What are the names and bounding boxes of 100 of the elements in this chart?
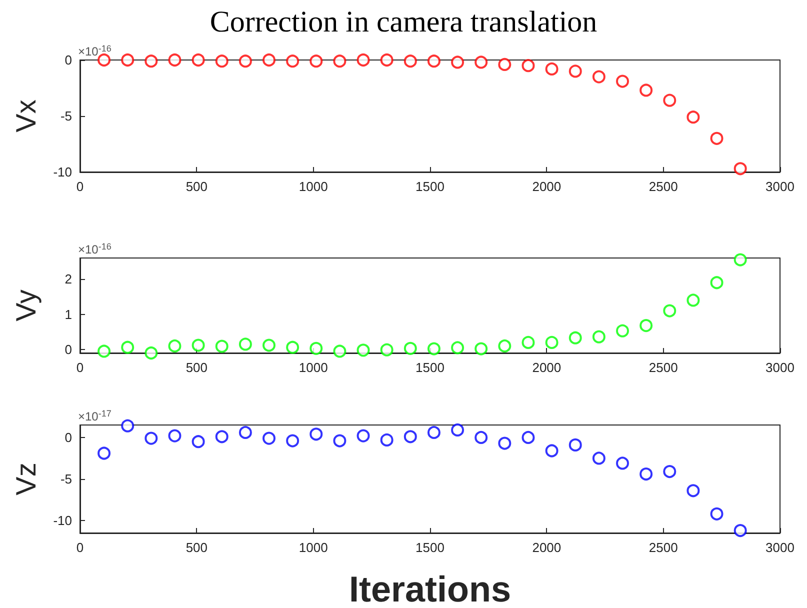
y-tick-label: -10 bbox=[53, 164, 72, 180]
point bbox=[686, 110, 700, 124]
point bbox=[522, 59, 535, 72]
point bbox=[640, 468, 653, 481]
x-tick-label: 0 bbox=[76, 360, 84, 375]
point bbox=[98, 344, 111, 358]
point bbox=[310, 428, 323, 441]
point bbox=[98, 54, 111, 66]
point bbox=[404, 54, 417, 68]
point bbox=[238, 426, 252, 439]
point bbox=[498, 339, 512, 352]
y-tick-label: -10 bbox=[53, 513, 72, 528]
point bbox=[568, 438, 582, 452]
x-tick-label: 1000 bbox=[298, 360, 328, 375]
point bbox=[451, 341, 464, 354]
y-axis-title: Vy bbox=[10, 290, 42, 322]
point bbox=[427, 54, 440, 68]
x-tick-label: 2500 bbox=[648, 540, 678, 555]
y-tick-label: 0 bbox=[64, 342, 72, 357]
point bbox=[404, 342, 417, 355]
x-tick-label: 1500 bbox=[416, 360, 444, 375]
point bbox=[356, 54, 370, 66]
x-tick-label: 500 bbox=[186, 540, 208, 555]
point bbox=[144, 346, 158, 360]
y-tick-label: 0 bbox=[64, 430, 72, 445]
x-tick-label: 1000 bbox=[298, 179, 328, 194]
point bbox=[474, 56, 488, 69]
point bbox=[640, 319, 653, 332]
point bbox=[98, 446, 111, 460]
point bbox=[215, 340, 228, 353]
point bbox=[262, 338, 276, 352]
y-axis-title: Vz bbox=[10, 462, 42, 496]
point bbox=[333, 54, 346, 68]
point bbox=[121, 419, 134, 432]
x-tick-label: 3000 bbox=[766, 540, 794, 555]
point bbox=[333, 434, 346, 448]
x-tick-label: 500 bbox=[186, 179, 208, 194]
point bbox=[404, 430, 417, 444]
x-tick-label: 3000 bbox=[766, 179, 794, 194]
point bbox=[286, 434, 300, 448]
point bbox=[451, 423, 464, 436]
point bbox=[663, 304, 676, 318]
point bbox=[522, 336, 535, 349]
point bbox=[592, 330, 606, 344]
point bbox=[333, 344, 346, 358]
point bbox=[238, 54, 252, 68]
point bbox=[380, 343, 394, 356]
x-tick-label: 3000 bbox=[766, 360, 794, 375]
point bbox=[286, 340, 300, 354]
point bbox=[238, 338, 252, 351]
point bbox=[262, 54, 276, 66]
y-tick-label: 2 bbox=[64, 272, 72, 287]
point bbox=[380, 433, 394, 446]
point bbox=[686, 294, 700, 307]
point bbox=[568, 64, 582, 78]
point bbox=[380, 54, 394, 66]
point bbox=[168, 339, 182, 352]
point bbox=[710, 507, 724, 520]
x-tick-label: 2500 bbox=[648, 360, 678, 375]
point bbox=[310, 342, 323, 355]
point bbox=[168, 54, 182, 66]
point bbox=[498, 436, 512, 450]
point bbox=[734, 162, 747, 176]
point bbox=[710, 276, 724, 290]
point bbox=[498, 58, 512, 71]
point bbox=[474, 342, 488, 356]
y-tick-label: 1 bbox=[64, 306, 72, 322]
point bbox=[663, 94, 676, 107]
point bbox=[545, 444, 558, 458]
x-tick-label: 500 bbox=[186, 360, 208, 375]
point bbox=[121, 54, 134, 66]
chart-title: Correction in camera translation bbox=[210, 6, 598, 38]
point bbox=[262, 432, 276, 445]
point bbox=[356, 429, 370, 442]
y-tick-label: 0 bbox=[64, 52, 72, 68]
point bbox=[734, 253, 747, 266]
y-tick-label: -5 bbox=[60, 472, 72, 486]
point bbox=[686, 484, 700, 498]
point bbox=[192, 435, 205, 448]
point bbox=[734, 524, 747, 538]
y-axis-title: Vx bbox=[10, 100, 42, 132]
y-tick-label: -5 bbox=[60, 108, 72, 124]
point bbox=[192, 54, 205, 66]
point bbox=[192, 338, 205, 352]
x-tick-label: 2000 bbox=[532, 540, 562, 555]
point bbox=[710, 132, 724, 145]
point bbox=[592, 70, 606, 84]
point bbox=[474, 430, 488, 444]
point bbox=[568, 331, 582, 344]
point bbox=[144, 432, 158, 445]
x-tick-label: 1500 bbox=[416, 179, 444, 194]
point bbox=[427, 342, 440, 356]
x-tick-label: 2500 bbox=[648, 179, 678, 194]
point bbox=[215, 430, 228, 444]
x-tick-label: 1500 bbox=[416, 540, 444, 555]
point bbox=[616, 74, 629, 88]
point bbox=[663, 465, 676, 478]
point bbox=[356, 344, 370, 357]
x-tick-label: 1000 bbox=[298, 540, 328, 555]
x-axis-title: Iterations bbox=[348, 568, 512, 608]
